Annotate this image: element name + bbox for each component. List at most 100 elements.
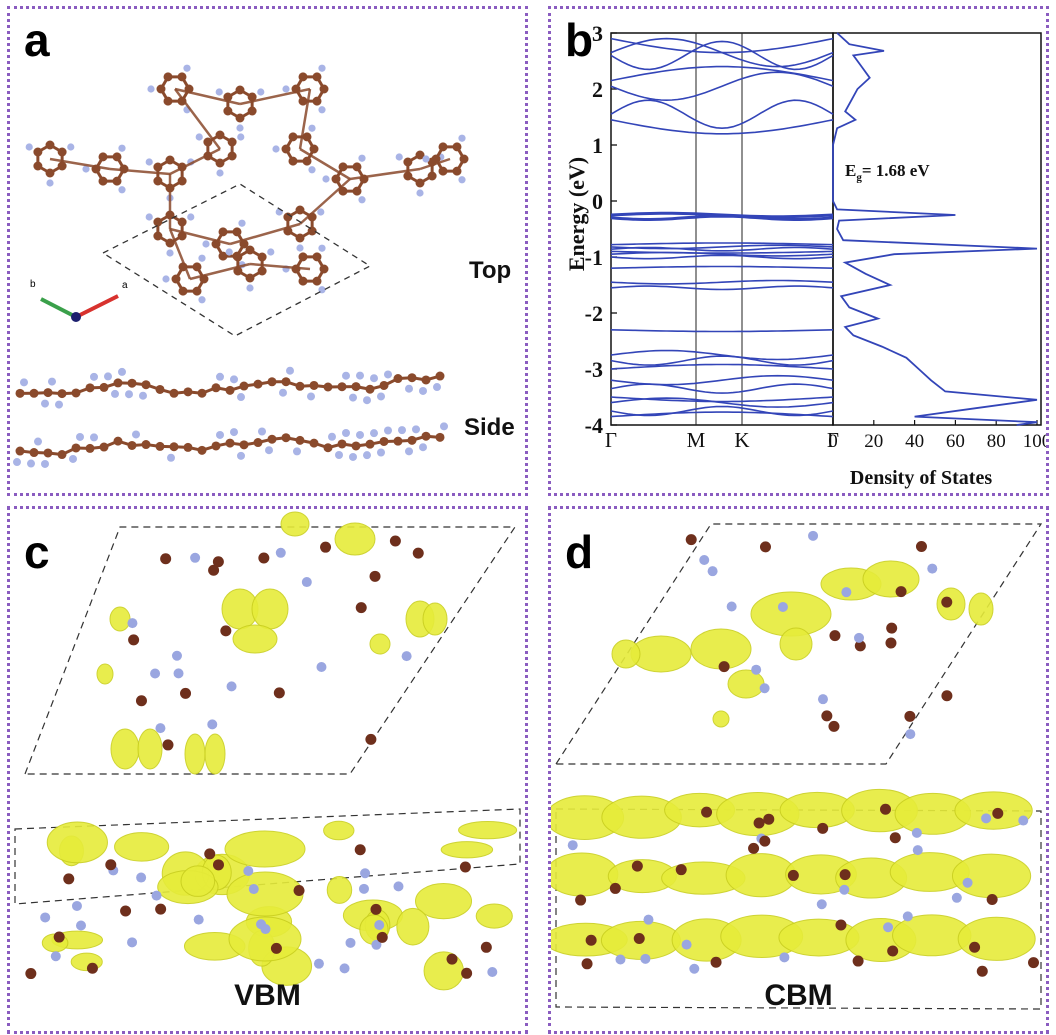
side-nitrogen-atom [433,383,441,392]
band-structure-dos-chart: Energy (eV) Density of States 3 2 1 0 -1 -2 -3… [564,21,1046,489]
nitrogen-atom [257,88,265,96]
isosurface-lobe [951,853,1032,899]
linker-bond [298,88,312,150]
isosurface-lobe [232,624,278,654]
nitrogen-atom [127,618,138,629]
gap-sub: g [856,171,862,184]
nitrogen-atom [195,133,203,141]
side-nitrogen-atom [230,428,238,437]
carbon-atom [245,245,255,255]
linker-bond [109,167,171,176]
linker-bond [299,147,351,181]
isosurface-lobe [137,728,163,770]
side-nitrogen-atom [349,393,357,402]
nitrogen-atom [76,920,87,931]
carbon-atom [257,266,267,276]
side-nitrogen-atom [48,377,56,386]
carbon-atom [633,932,645,944]
top-cell-outline [554,523,1043,765]
carbon-atom [854,640,866,652]
side-nitrogen-atom [342,428,350,437]
nitrogen-atom [118,144,126,152]
side-carbon-atom [435,432,445,442]
band-line [610,37,834,68]
panel-d: d CBM [548,506,1049,1034]
side-nitrogen-atom [90,433,98,442]
carbon-atom [163,96,173,106]
carbon-atom [298,96,308,106]
nitrogen-atom [371,939,382,950]
nitrogen-atom [183,64,191,72]
nitrogen-atom [171,650,182,661]
isosurface-lobe [109,606,131,632]
side-nitrogen-atom [216,372,224,381]
side-nitrogen-atom [377,392,385,401]
carbon-atom [128,634,140,646]
nitrogen-atom [681,939,692,950]
linker-bond [174,87,241,106]
carbon-atom [215,130,225,140]
nitrogen-atom [198,296,206,304]
carbon-atom [461,967,473,979]
carbon-atom [821,710,833,722]
nitrogen-atom [46,179,54,187]
carbon-atom [153,231,163,241]
isosurface-lobe [280,511,310,537]
band-line [610,355,834,366]
carbon-atom [165,155,175,165]
isosurface-lobe [727,669,765,699]
carbon-atom [817,822,829,834]
carbon-atom [33,161,43,171]
band-gap-annotation: Eg= 1.68 eV [845,161,930,183]
nitrogen-atom [345,937,356,948]
carbon-atom [227,137,237,147]
carbon-atom [759,541,771,553]
k-point-label: Γ [827,428,839,452]
nitrogen-atom [301,577,312,588]
isosurface-lobe [226,871,304,917]
y-tick-label: -2 [585,301,603,326]
nitrogen-atom [567,840,578,851]
nitrogen-atom [393,881,404,892]
nitrogen-atom [150,668,161,679]
isosurface-lobe [334,522,376,556]
side-nitrogen-atom [132,430,140,439]
carbon-atom [25,968,37,980]
nitrogen-atom [207,719,218,730]
carbon-atom [309,144,319,154]
carbon-atom [212,859,224,871]
carbon-atom [223,106,233,116]
nitrogen-atom [216,169,224,177]
carbon-atom [319,264,329,274]
isosurface-lobe [779,627,813,661]
nitrogen-atom [243,865,254,876]
nitrogen-atom [71,900,82,911]
carbon-atom [895,586,907,598]
y-tick-label: -4 [585,413,603,438]
nitrogen-atom [127,937,138,948]
top-view-label: Top [469,257,512,284]
y-tick-label: -3 [585,357,603,382]
isosurface-lobe [180,865,216,897]
carbon-atom [212,556,224,568]
top-cell-outline [24,526,517,775]
isosurface-lobe [114,832,170,862]
carbon-atom [886,622,898,634]
nitrogen-atom [458,134,466,142]
panel-b: b Energy (eV) Density of States 3 2 1 0 -1 -2… [548,6,1049,496]
nitrogen-atom [779,952,790,963]
k-point-label: Γ [605,428,617,452]
axis-b-label: b [30,279,36,290]
nitrogen-atom [237,133,245,141]
carbon-atom [365,733,377,745]
isosurface-lobe [440,841,494,859]
band-line [610,397,834,408]
carbon-atom [941,596,953,608]
carbon-atom [218,251,228,261]
carbon-atom [331,174,341,184]
nitrogen-atom [118,186,126,194]
nitrogen-atom [248,884,259,895]
side-nitrogen-atom [139,391,147,400]
side-nitrogen-atom [27,459,35,468]
band-line [610,254,834,260]
